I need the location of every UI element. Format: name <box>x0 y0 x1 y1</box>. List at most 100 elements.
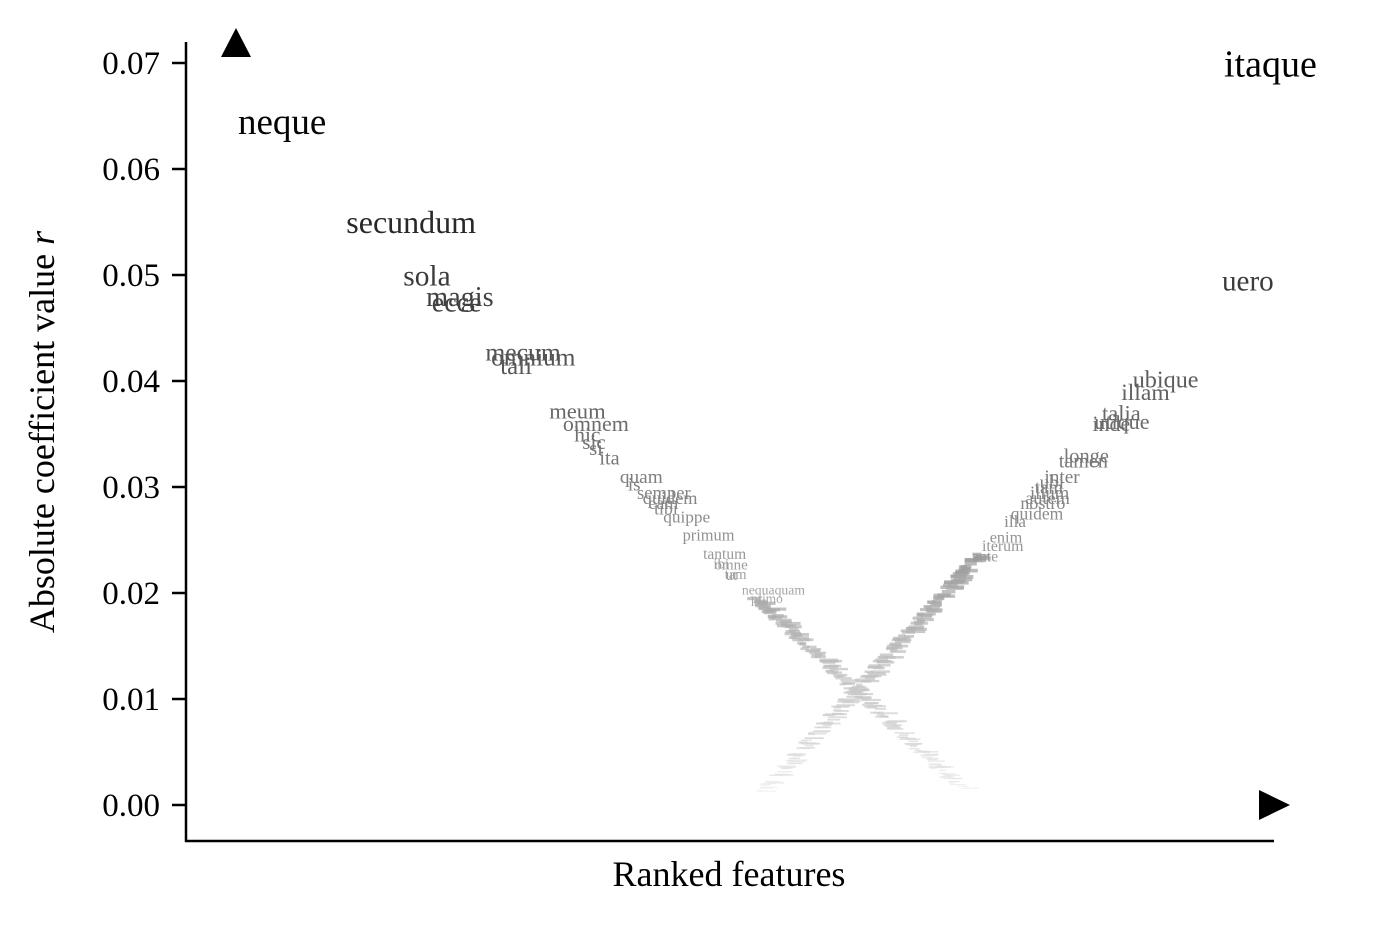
y-tick-label: 0.05 <box>102 258 160 294</box>
minor-feature-mark <box>899 738 910 740</box>
minor-feature-mark <box>953 577 973 582</box>
minor-feature-mark <box>788 627 799 631</box>
feature-label: tamen <box>1059 451 1108 473</box>
feature-label: nequaquam <box>742 583 805 598</box>
minor-feature-mark <box>885 725 900 727</box>
feature-label: omnium <box>491 344 576 372</box>
minor-feature-mark <box>901 732 915 734</box>
feature-label: quidem <box>643 488 698 508</box>
feature-label: omnem <box>563 411 629 436</box>
minor-feature-mark <box>926 759 938 761</box>
y-tick-label: 0.07 <box>102 46 160 82</box>
feature-label: eam <box>648 493 678 513</box>
minor-feature-mark <box>885 656 904 659</box>
up-arrow-icon <box>221 28 251 57</box>
minor-feature-mark <box>855 696 872 699</box>
feature-label: quippe <box>663 508 710 527</box>
minor-feature-mark <box>898 734 909 736</box>
right-arrow-icon <box>1259 790 1290 820</box>
minor-feature-mark <box>843 691 850 694</box>
minor-feature-mark <box>770 774 779 776</box>
minor-feature-mark <box>805 649 820 652</box>
minor-feature-mark <box>794 634 802 637</box>
y-tick-label: 0.04 <box>102 364 160 400</box>
minor-feature-mark <box>825 670 839 673</box>
minor-feature-mark <box>961 787 979 789</box>
feature-label: itaque <box>1224 43 1317 85</box>
minor-feature-mark <box>927 609 942 613</box>
minor-feature-mark <box>908 628 916 632</box>
minor-feature-mark <box>909 744 917 747</box>
minor-feature-mark <box>807 733 815 736</box>
minor-feature-mark <box>822 724 832 727</box>
minor-feature-mark <box>823 721 834 724</box>
minor-feature-mark <box>819 658 838 662</box>
minor-feature-mark <box>836 704 855 707</box>
minor-feature-mark <box>792 638 811 642</box>
minor-feature-mark <box>761 783 776 785</box>
minor-feature-mark <box>940 585 949 590</box>
minor-feature-mark <box>887 728 904 730</box>
feature-label: tam <box>1035 478 1064 499</box>
minor-feature-mark <box>841 681 849 685</box>
minor-feature-mark <box>822 659 838 663</box>
y-tick-label: 0.02 <box>102 576 160 612</box>
minor-feature-mark <box>917 613 924 617</box>
minor-feature-mark <box>955 570 969 575</box>
minor-feature-mark <box>865 676 875 680</box>
minor-feature-mark <box>889 642 902 646</box>
minor-feature-mark <box>964 558 985 563</box>
minor-feature-mark <box>906 630 926 634</box>
minor-feature-mark <box>910 745 917 748</box>
minor-feature-mark <box>781 768 790 770</box>
minor-feature-mark <box>862 698 871 701</box>
minor-feature-mark <box>886 727 902 729</box>
y-ticks: 0.00 0.01 0.02 0.03 0.04 0.05 0.06 0.07 <box>102 46 186 824</box>
minor-feature-mark <box>895 644 909 648</box>
feature-label: tibi <box>654 498 678 518</box>
feature-label: ecce <box>432 287 482 318</box>
minor-feature-mark <box>799 742 820 745</box>
minor-feature-mark <box>787 759 808 761</box>
minor-feature-mark <box>903 635 914 638</box>
minor-feature-mark <box>870 711 884 714</box>
minor-feature-mark <box>808 731 815 734</box>
minor-feature-mark <box>781 766 793 768</box>
minor-feature-mark <box>958 568 978 573</box>
feature-label: sic <box>582 430 605 454</box>
minor-feature-mark <box>876 713 885 716</box>
minor-feature-mark <box>885 722 897 725</box>
minor-feature-mark <box>862 698 881 701</box>
feature-label: quidem <box>1011 504 1064 524</box>
minor-feature-mark <box>921 751 939 753</box>
minor-feature-mark <box>855 678 875 681</box>
feature-label: omne <box>715 558 749 574</box>
feature-label: illam <box>1121 380 1170 406</box>
minor-feature-mark <box>862 703 874 706</box>
minor-feature-mark <box>921 756 933 759</box>
feature-label: utique <box>1094 409 1149 434</box>
minor-feature-mark <box>785 760 794 762</box>
minor-feature-mark <box>834 675 843 678</box>
minor-feature-mark <box>852 685 859 688</box>
minor-feature-mark <box>754 600 762 604</box>
minor-feature-mark <box>793 755 802 757</box>
feature-label: is <box>628 475 641 496</box>
minor-feature-mark <box>886 720 905 723</box>
feature-label: illa <box>1004 512 1026 531</box>
minor-feature-mark <box>801 739 812 741</box>
minor-feature-mark <box>777 765 797 767</box>
minor-feature-mark <box>855 686 867 689</box>
y-tick-label: 0.01 <box>102 682 160 718</box>
minor-feature-mark <box>943 777 962 779</box>
minor-feature-mark <box>898 634 906 638</box>
minor-feature-mark <box>900 737 909 739</box>
minor-feature-mark <box>804 744 814 747</box>
minor-feature-mark <box>944 773 956 775</box>
minor-feature-mark <box>874 707 887 710</box>
minor-feature-mark <box>894 732 903 734</box>
minor-feature-mark <box>822 666 838 670</box>
minor-feature-mark <box>950 784 966 786</box>
minor-feature-mark <box>871 670 890 673</box>
minor-feature-mark <box>806 645 817 649</box>
